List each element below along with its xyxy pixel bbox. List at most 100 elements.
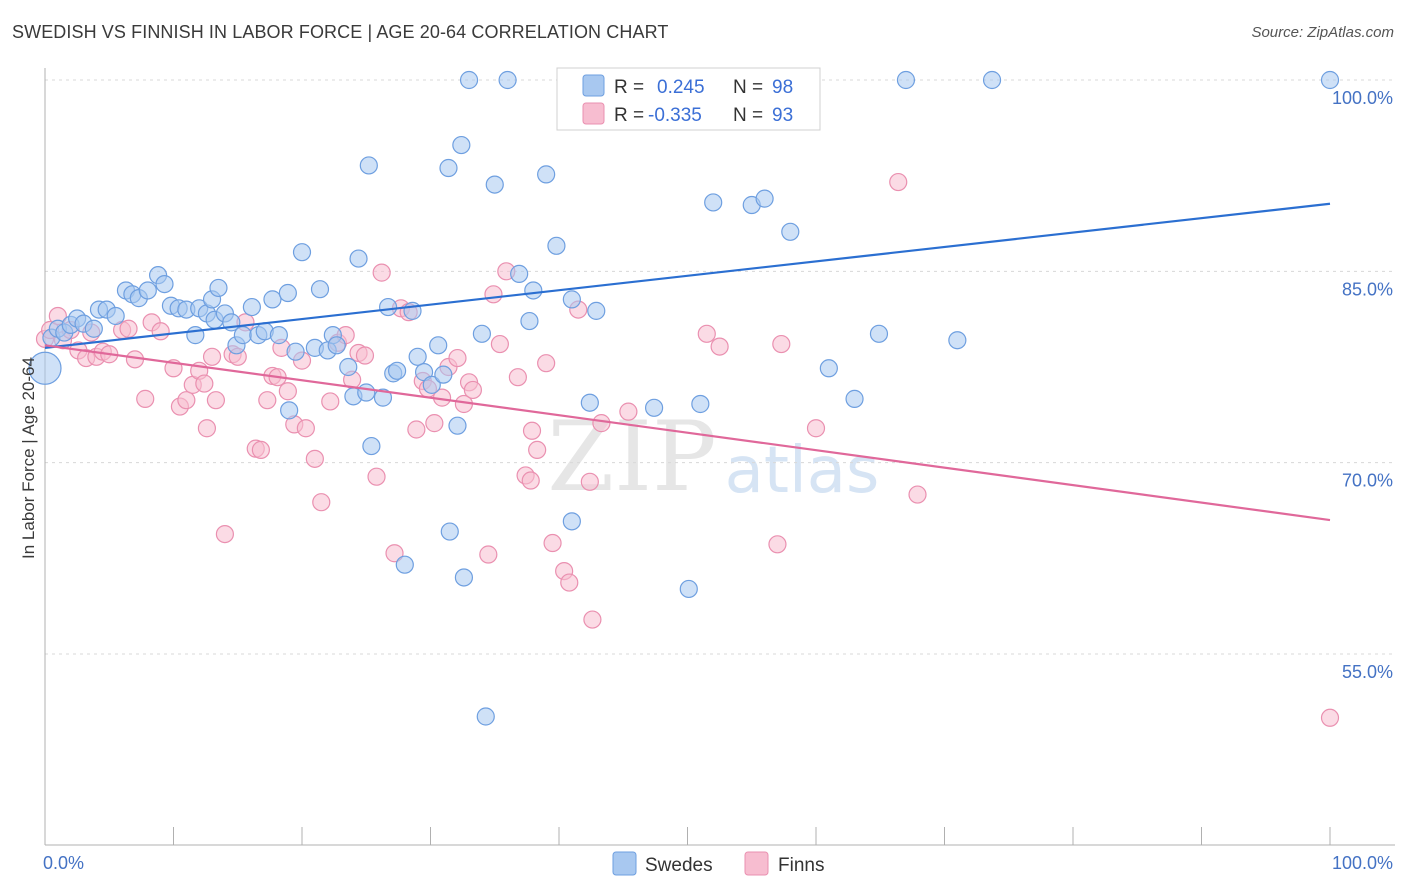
watermark-atlas: atlas: [725, 434, 880, 508]
finns-point: [448, 348, 467, 368]
swedes-point: [476, 707, 495, 726]
finns-point: [206, 391, 226, 410]
finns-point: [768, 535, 787, 554]
bottom-legend-swedes: Swedes: [645, 855, 713, 876]
grid-lines: [45, 79, 1395, 655]
finns-point: [425, 414, 444, 433]
legend-n-swedes: 98: [772, 77, 793, 98]
finns-point: [385, 544, 404, 563]
swedes-point: [704, 193, 723, 212]
finns-point: [508, 368, 527, 387]
swedes-point: [292, 243, 312, 262]
finns-point: [560, 573, 579, 592]
y-tick-label: 100.0%: [1332, 88, 1393, 108]
swedes-point: [448, 416, 467, 435]
swedes-point: [362, 436, 381, 456]
swedes-point: [286, 342, 305, 361]
finns-trend-line: [44, 344, 1331, 522]
bottom-legend-finns: Finns: [778, 855, 824, 876]
bottom-legend-swatch-finns: [744, 851, 769, 876]
legend-r-label-finns: R =: [614, 105, 644, 126]
finns-point: [278, 382, 297, 401]
swedes-point: [106, 306, 125, 326]
finns-point: [619, 402, 638, 421]
swedes-point: [755, 189, 774, 208]
x-tick-label-max: 100.0%: [1332, 853, 1393, 873]
swedes-point: [679, 579, 698, 599]
finns-point: [197, 419, 217, 438]
swedes-point: [278, 283, 297, 303]
swedes-point: [408, 347, 427, 366]
swedes-point: [562, 290, 581, 309]
legend-n-label-finns: N =: [733, 105, 763, 126]
finns-point: [177, 391, 196, 410]
swedes-point: [378, 297, 398, 317]
swedes-point: [472, 324, 491, 343]
finns-point: [463, 380, 483, 400]
swedes-point: [587, 301, 606, 320]
finns-point: [367, 467, 386, 486]
legend-r-swedes: 0.245: [657, 77, 705, 98]
swedes-point: [434, 365, 453, 384]
correlation-legend: R = 0.245 N = 98 R = -0.335 N = 93: [556, 67, 821, 131]
swedes-point: [510, 264, 529, 283]
finns-point: [305, 449, 324, 468]
finns-point: [1320, 708, 1340, 727]
swedes-point: [310, 280, 330, 299]
finns-point: [251, 440, 270, 460]
swedes-point: [395, 555, 414, 574]
swedes-points: [28, 70, 1340, 726]
swedes-point: [209, 278, 228, 298]
series-legend: Swedes Finns: [612, 851, 824, 876]
swedes-point: [242, 297, 261, 317]
bottom-legend-swatch-swedes: [612, 851, 637, 876]
swedes-point: [138, 281, 157, 300]
legend-r-label-swedes: R =: [614, 77, 644, 98]
swedes-point: [339, 357, 358, 377]
swedes-point: [263, 290, 282, 309]
swedes-point: [982, 70, 1002, 90]
finns-point: [119, 319, 138, 338]
finns-points: [35, 70, 1340, 727]
swedes-point: [233, 326, 252, 345]
finns-point: [136, 389, 155, 408]
swedes-point: [440, 522, 459, 541]
finns-point: [806, 419, 826, 438]
swedes-point: [373, 388, 393, 407]
swedes-point: [537, 165, 556, 184]
finns-point: [215, 524, 234, 544]
swedes-point: [280, 401, 299, 420]
finns-point: [321, 392, 340, 411]
swedes-point: [819, 359, 838, 378]
legend-swatch-finns: [582, 102, 605, 125]
swedes-point: [580, 393, 599, 412]
finns-point: [312, 493, 331, 512]
swedes-point: [357, 383, 376, 402]
finns-point: [202, 347, 222, 366]
swedes-point: [948, 331, 967, 350]
swedes-point: [691, 394, 710, 414]
swedes-point: [422, 375, 441, 394]
swedes-point: [485, 175, 504, 194]
swedes-point: [359, 156, 378, 175]
swedes-point: [269, 326, 288, 345]
swedes-point: [327, 336, 346, 355]
finns-point: [772, 334, 791, 354]
swedes-point: [28, 351, 62, 385]
finns-point: [151, 322, 170, 341]
finns-point: [528, 440, 547, 460]
swedes-point: [429, 336, 448, 355]
swedes-point: [869, 324, 889, 343]
finns-point: [195, 374, 214, 393]
swedes-point: [845, 389, 864, 408]
swedes-point: [349, 249, 368, 268]
y-tick-label: 70.0%: [1342, 471, 1393, 491]
x-tick-label-min: 0.0%: [43, 853, 84, 873]
finns-point: [710, 337, 729, 356]
finns-point: [490, 334, 509, 354]
finns-point: [258, 391, 277, 410]
tick-labels: 55.0% 70.0% 85.0% 100.0% 0.0% 100.0%: [43, 88, 1393, 873]
chart-title: SWEDISH VS FINNISH IN LABOR FORCE | AGE …: [12, 22, 669, 42]
finns-point: [355, 346, 375, 365]
